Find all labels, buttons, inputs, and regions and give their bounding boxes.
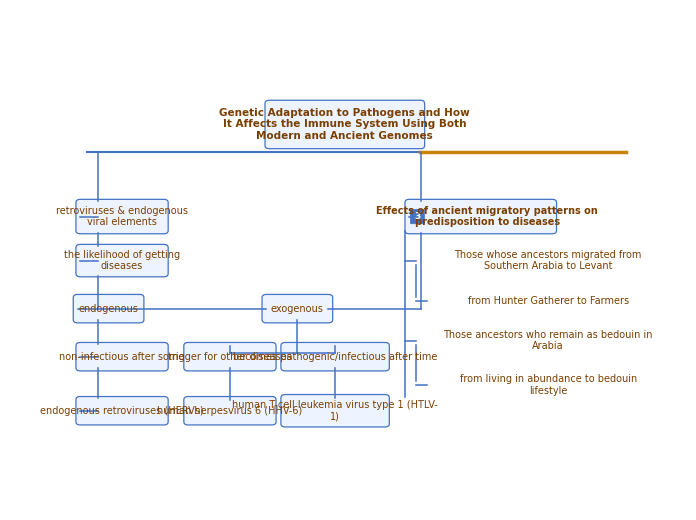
FancyBboxPatch shape: [281, 395, 389, 427]
Text: 3: 3: [414, 212, 420, 221]
FancyBboxPatch shape: [281, 343, 389, 371]
Text: Those whose ancestors migrated from
Southern Arabia to Levant: Those whose ancestors migrated from Sout…: [454, 250, 642, 271]
FancyBboxPatch shape: [76, 244, 168, 277]
FancyBboxPatch shape: [184, 397, 276, 425]
FancyBboxPatch shape: [76, 397, 168, 425]
Text: Genetic Adaptation to Pathogens and How
It Affects the Immune System Using Both
: Genetic Adaptation to Pathogens and How …: [219, 108, 470, 141]
Text: Effects of ancient migratory patterns on
predisposition to diseases: Effects of ancient migratory patterns on…: [377, 206, 598, 227]
FancyBboxPatch shape: [184, 343, 276, 371]
FancyBboxPatch shape: [265, 100, 425, 149]
FancyBboxPatch shape: [262, 294, 333, 323]
Text: the likelihood of getting
diseases: the likelihood of getting diseases: [64, 250, 180, 271]
Text: exogenous: exogenous: [271, 304, 324, 314]
Text: from living in abundance to bedouin
lifestyle: from living in abundance to bedouin life…: [459, 374, 637, 396]
Text: becomes pathogenic/infectious after time: becomes pathogenic/infectious after time: [233, 352, 437, 362]
Text: Those ancestors who remain as bedouin in
Arabia: Those ancestors who remain as bedouin in…: [443, 330, 653, 352]
FancyBboxPatch shape: [73, 294, 144, 323]
Text: non-infectious after some: non-infectious after some: [59, 352, 184, 362]
FancyBboxPatch shape: [76, 343, 168, 371]
Text: endogenous: endogenous: [79, 304, 139, 314]
Text: retroviruses & endogenous
viral elements: retroviruses & endogenous viral elements: [56, 206, 188, 227]
FancyBboxPatch shape: [405, 199, 557, 234]
Text: human herpesvirus 6 (HHV-6): human herpesvirus 6 (HHV-6): [157, 406, 303, 416]
Text: endogenous retroviruses (HERVs): endogenous retroviruses (HERVs): [40, 406, 204, 416]
Text: trigger for other diseases: trigger for other diseases: [168, 352, 292, 362]
FancyBboxPatch shape: [76, 199, 168, 234]
FancyBboxPatch shape: [411, 210, 425, 224]
Text: human T-cell leukemia virus type 1 (HTLV-
1): human T-cell leukemia virus type 1 (HTLV…: [232, 400, 438, 422]
Text: from Hunter Gatherer to Farmers: from Hunter Gatherer to Farmers: [468, 296, 628, 306]
